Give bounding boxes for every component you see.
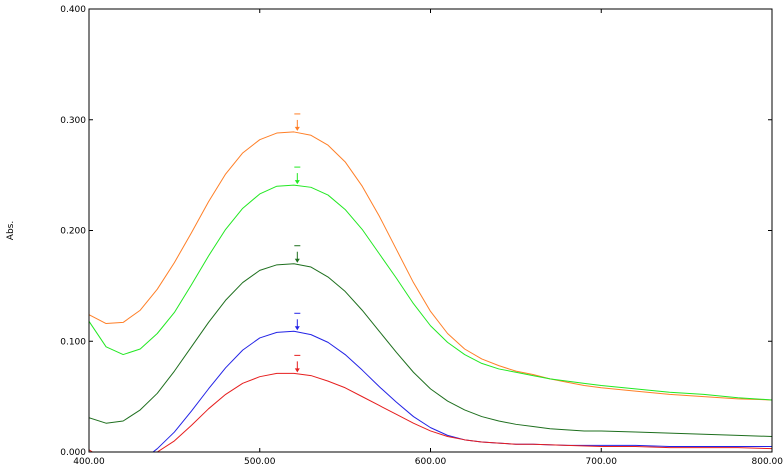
x-tick-label: 700.00 (586, 457, 618, 467)
series-line-3 (89, 263, 772, 437)
x-tick-label: 400.00 (73, 457, 105, 467)
y-tick-label: 0.000 (60, 448, 86, 458)
x-tick-label: 800.00 (752, 457, 784, 467)
peak-marker-arrowhead (294, 258, 300, 263)
series-group (89, 131, 772, 452)
peak-marker-arrowhead (294, 326, 300, 331)
y-tick-label: 0.300 (60, 116, 86, 126)
peak-marker-4 (294, 312, 301, 331)
plot-frame (88, 8, 773, 453)
peak-marker-5 (294, 354, 301, 373)
peak-marker-1 (294, 113, 301, 131)
peak-marker-arrowhead (294, 368, 300, 373)
series-line-1 (89, 131, 772, 401)
peak-markers (294, 113, 301, 373)
x-tick-label: 600.00 (415, 457, 447, 467)
series-line-5 (89, 372, 772, 452)
series-line-2 (89, 184, 772, 401)
peak-marker-2 (294, 166, 301, 185)
y-tick-label: 0.100 (60, 337, 86, 347)
series-line-4 (152, 330, 772, 452)
peak-marker-arrowhead (294, 180, 300, 185)
peak-marker-3 (294, 245, 301, 263)
peak-marker-arrowhead (294, 126, 300, 131)
y-axis-label: Abs. (6, 221, 16, 240)
y-tick-label: 0.400 (60, 5, 86, 15)
y-tick-label: 0.200 (60, 227, 86, 237)
x-tick-label: 500.00 (244, 457, 276, 467)
